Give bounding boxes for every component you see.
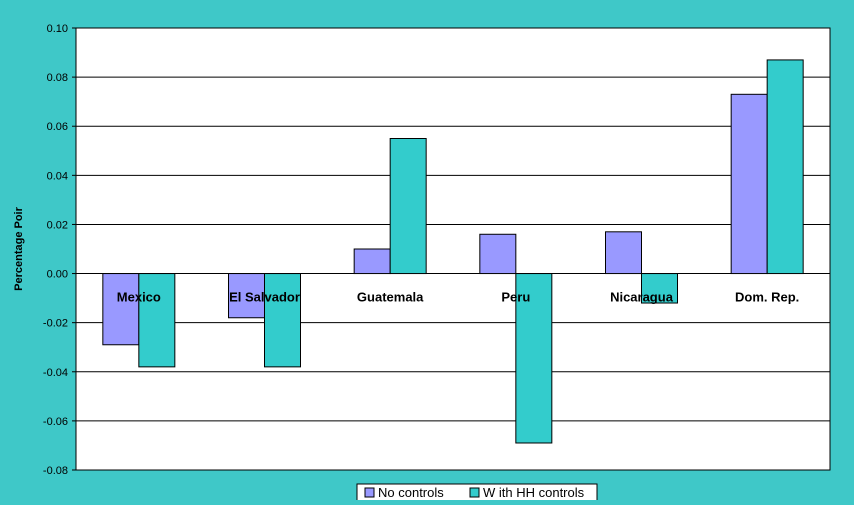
y-tick-label: -0.08 [43,465,68,477]
y-tick-label: 0.06 [47,121,68,133]
legend-label: W ith HH controls [483,485,585,500]
bar-with-hh-controls [389,138,427,275]
category-labels: Mexico El Salvador Guatemala Peru Nicaragua D… [117,290,800,305]
y-tick-label: 0.04 [47,170,68,182]
bar-no-controls [479,233,517,275]
bar-with-hh-controls [641,273,678,304]
category-label: Mexico [117,290,161,305]
bar-with-hh-controls [515,273,553,444]
y-tick-label: 0.08 [47,72,68,84]
bar-no-controls [102,273,140,346]
grid-lines [76,27,830,471]
bar-no-controls [353,248,391,275]
category-label: Dom. Rep. [735,290,799,305]
y-tick-label: 0.10 [47,23,68,35]
category-label: Nicaragua [610,290,674,305]
bar-no-controls [605,231,642,275]
y-axis-label: Percentage Poir [13,206,25,290]
y-tick-label: -0.04 [43,367,68,379]
legend: No controls W ith HH controls [356,483,598,502]
y-tick-label: -0.06 [43,416,68,428]
legend-swatch [469,487,480,498]
y-tick-label: 0.02 [47,219,68,231]
y-tick-label: 0.00 [47,269,68,281]
bar-no-controls [228,273,265,319]
category-label: El Salvador [229,290,300,305]
y-axis-ticks: -0.08 -0.06 -0.04 -0.02 0.00 0.02 0.04 0.06 0.08… [43,23,76,477]
bar-with-hh-controls [264,273,301,368]
y-tick-label: -0.02 [43,318,68,330]
legend-label: No controls [378,485,444,500]
plot-area [75,27,831,471]
category-label: Guatemala [357,290,424,305]
bars [102,59,804,444]
bar-no-controls [730,93,768,275]
bar-with-hh-controls [766,59,804,275]
category-label: Peru [501,290,530,305]
legend-swatch [364,487,375,498]
bar-with-hh-controls [138,273,176,368]
